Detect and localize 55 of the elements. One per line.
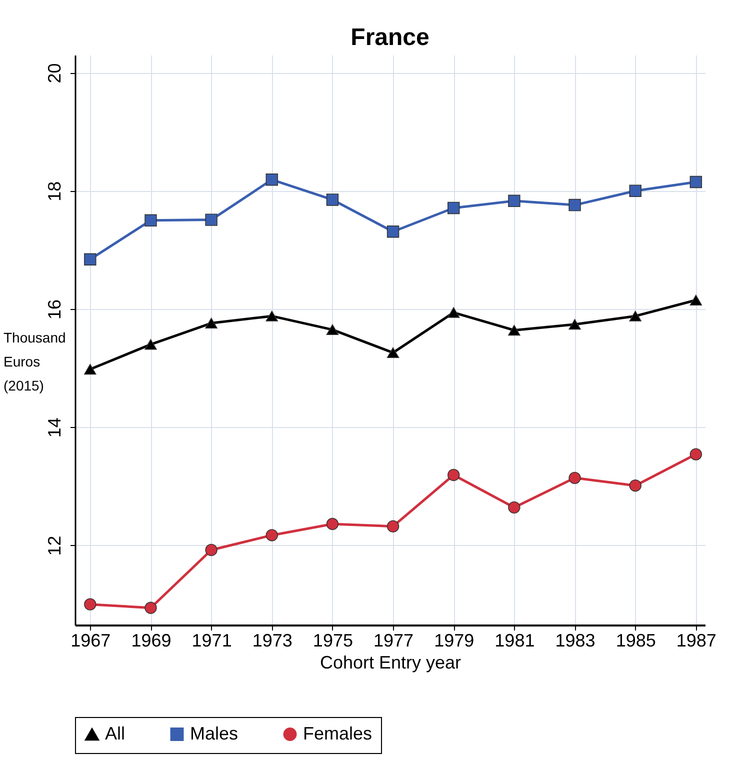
- point: [326, 518, 339, 530]
- x-tick-label: 1985: [616, 630, 656, 650]
- point: [448, 202, 460, 214]
- point: [386, 226, 400, 238]
- point: [386, 347, 400, 358]
- x-tick-label: 1987: [676, 630, 716, 650]
- point: [629, 310, 642, 322]
- point: [266, 174, 278, 186]
- y-tick-label: 12: [44, 536, 64, 556]
- point: [508, 501, 520, 514]
- point: [448, 307, 460, 318]
- chart-title: France: [350, 24, 430, 51]
- point: [690, 294, 702, 306]
- x-tick-label: 1979: [434, 630, 474, 650]
- point: [568, 319, 581, 330]
- point: [144, 339, 157, 350]
- point: [205, 318, 218, 329]
- point: [448, 468, 460, 482]
- point: [205, 214, 218, 226]
- x-tick-label: 1967: [70, 630, 111, 650]
- point: [690, 448, 702, 460]
- point: [84, 253, 96, 266]
- x-tick-label: 1971: [192, 630, 232, 650]
- point: [386, 520, 400, 532]
- point: [629, 480, 642, 492]
- legend-label: All: [105, 724, 126, 744]
- point: [84, 598, 96, 610]
- point: [568, 472, 581, 484]
- x-tick-label: 1969: [131, 630, 172, 650]
- point: [508, 194, 520, 207]
- x-tick-label: 1981: [494, 630, 535, 650]
- point: [508, 324, 520, 336]
- x-tick-label: 1975: [312, 630, 353, 650]
- x-axis-title: Cohort Entry year: [320, 652, 462, 672]
- x-tick-label: 1977: [374, 630, 414, 650]
- legend-label: Males: [190, 723, 238, 744]
- y-tick-label: 16: [44, 299, 64, 320]
- x-tick-label: 1983: [555, 630, 596, 650]
- point: [568, 198, 581, 212]
- point: [266, 529, 278, 542]
- point: [205, 544, 218, 556]
- point: [690, 176, 702, 188]
- y-tick-label: 14: [44, 418, 64, 438]
- point: [266, 310, 278, 322]
- point: [326, 324, 339, 335]
- x-tick-label: 1973: [252, 630, 292, 650]
- point: [84, 364, 96, 375]
- point: [144, 214, 157, 226]
- legend-label: Females: [303, 723, 372, 744]
- point: [144, 602, 157, 614]
- point: [326, 194, 339, 206]
- y-tick-label: 18: [44, 181, 64, 202]
- y-tick-label: 20: [44, 63, 64, 84]
- y-axis-title: Thousand Euros (2015): [4, 330, 66, 394]
- point: [629, 184, 642, 197]
